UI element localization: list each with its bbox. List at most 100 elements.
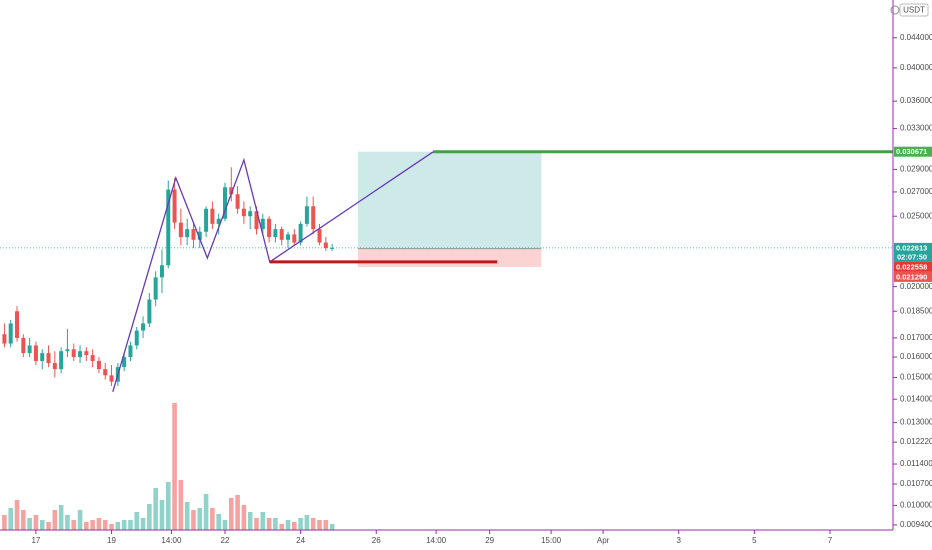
candle-body — [52, 363, 57, 370]
volume-bar — [178, 480, 184, 530]
candle-body — [311, 206, 316, 230]
volume-bar — [247, 512, 253, 530]
volume-bar — [153, 488, 158, 530]
y-tick-label: 0.033000 — [900, 124, 932, 133]
y-tick-label: 0.011400 — [900, 459, 932, 468]
candle-body — [204, 208, 209, 232]
entry-price-tag: 0.022558 — [896, 262, 927, 271]
volume-bar — [115, 522, 121, 530]
volume-bar — [96, 518, 102, 530]
plot-area — [0, 150, 893, 530]
candle-body — [147, 299, 152, 324]
x-tick-label: 14:00 — [426, 536, 447, 545]
volume-bar — [323, 520, 329, 530]
candle-body — [166, 189, 171, 266]
currency[interactable]: USDT — [903, 6, 925, 15]
volume-bar — [77, 510, 83, 530]
y-tick-label: 0.009400 — [900, 520, 932, 529]
volume-bar — [310, 518, 316, 530]
x-tick-label: 15:00 — [541, 536, 562, 545]
candle-body — [134, 330, 139, 346]
candle-body — [46, 353, 51, 364]
candle-body — [27, 345, 32, 354]
candle-body — [191, 229, 196, 240]
y-tick-label: 0.016000 — [900, 352, 932, 361]
candle-body — [96, 361, 101, 370]
x-tick-label: 24 — [296, 536, 305, 545]
target-price-tag-box — [894, 146, 932, 157]
candle-body — [317, 229, 322, 243]
candle-body — [286, 234, 291, 240]
volume-bar — [159, 500, 165, 530]
candle-body — [273, 229, 278, 238]
candle-body — [109, 375, 114, 382]
x-tick-label: 7 — [828, 536, 833, 545]
candle-body — [122, 357, 127, 368]
volume-bar — [8, 508, 14, 530]
candle-body — [185, 229, 190, 238]
candle-body — [128, 345, 133, 358]
x-tick-label: Apr — [597, 536, 610, 545]
countdown: 02:07:50 — [897, 252, 927, 261]
countdown-box — [894, 251, 932, 262]
volume-bar — [210, 508, 215, 530]
candle-body — [241, 208, 246, 217]
volume-bar — [65, 515, 70, 530]
y-tick-label: 0.017000 — [900, 333, 932, 342]
volume-bar — [27, 518, 32, 530]
volume-bar — [203, 494, 209, 530]
candle-body — [153, 277, 158, 300]
y-tick-label: 0.025000 — [900, 211, 932, 220]
volume-bar — [285, 520, 291, 530]
volume-bar — [197, 508, 203, 530]
volume-bar — [254, 518, 259, 530]
volume-bar — [191, 510, 196, 530]
candle-body — [260, 218, 265, 230]
volume-bar — [134, 512, 140, 530]
x-tick-label: 29 — [485, 536, 494, 545]
volume-bar — [216, 514, 221, 530]
x-tick-label: 14:00 — [161, 536, 182, 545]
y-tick-label: 0.012220 — [900, 437, 932, 446]
candle-body — [40, 353, 45, 362]
loss-zone — [357, 248, 542, 267]
last-price-tag-box — [894, 242, 932, 253]
last-price-tag: 0.022613 — [896, 243, 927, 252]
settings-icon[interactable] — [890, 5, 900, 15]
y-tick-label: 0.018500 — [900, 306, 932, 315]
candle-body — [229, 187, 234, 195]
candle-body — [222, 187, 227, 219]
target-price-tag: 0.030671 — [896, 147, 927, 156]
x-tick-label: 3 — [677, 536, 682, 545]
volume-bar — [292, 522, 297, 530]
volume-bar — [21, 510, 26, 530]
candle-body — [323, 242, 328, 249]
volume-bar — [71, 520, 77, 530]
volume-bar — [241, 505, 247, 530]
currency-box[interactable] — [899, 3, 929, 17]
volume-bar — [273, 518, 278, 530]
candle-body — [172, 189, 177, 223]
y-tick-label: 0.044000 — [900, 33, 932, 42]
y-tick-label: 0.040000 — [900, 63, 932, 72]
volume-bar — [266, 518, 272, 530]
candle-body — [78, 351, 83, 358]
candle-body — [8, 323, 13, 344]
candle-body — [298, 223, 303, 243]
volume-bar — [140, 518, 146, 530]
candle-body — [292, 234, 297, 243]
candle-body — [71, 349, 76, 358]
volume-bar — [2, 515, 7, 530]
candle-body — [103, 369, 108, 376]
volume-bar — [172, 403, 177, 530]
profit-zone — [357, 151, 542, 249]
volume-bar — [235, 495, 240, 530]
volume-bar — [329, 524, 335, 530]
volume-bar — [279, 524, 285, 530]
x-tick-label: 22 — [221, 536, 230, 545]
volume-bar — [165, 482, 171, 530]
volume-bar — [14, 500, 20, 530]
